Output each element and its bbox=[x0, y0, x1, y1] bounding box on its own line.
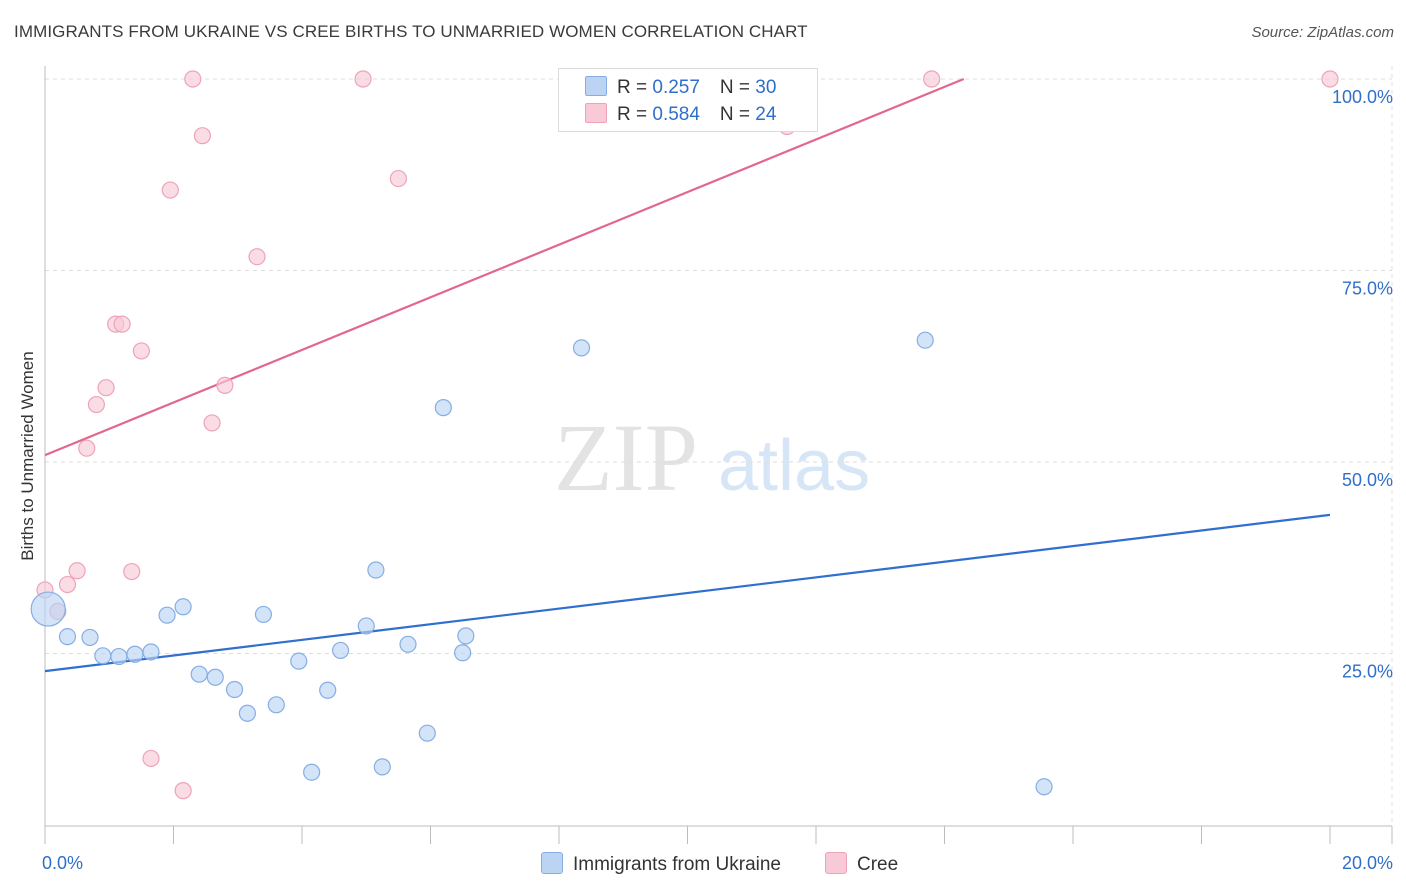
cree-point bbox=[87, 395, 106, 414]
cree-point bbox=[216, 376, 234, 394]
ukraine-point bbox=[331, 641, 350, 660]
cree-point bbox=[161, 181, 179, 199]
tick-labels: 25.0% 50.0% 75.0% 100.0% 0.0% 20.0% bbox=[42, 87, 1393, 873]
ukraine-point bbox=[418, 724, 436, 742]
ukraine-point bbox=[58, 628, 77, 646]
ukraine-point bbox=[206, 668, 224, 686]
watermark-atlas: atlas bbox=[718, 426, 870, 506]
ukraine-point bbox=[319, 681, 337, 699]
stats-legend-row-cree: R = 0.584 N = 24 bbox=[585, 103, 776, 126]
cree-point bbox=[248, 248, 266, 266]
ukraine-point bbox=[290, 652, 308, 670]
ukraine-point bbox=[254, 605, 273, 624]
ukraine-point bbox=[434, 399, 452, 417]
ukraine-point bbox=[572, 339, 591, 357]
ukraine-swatch-icon bbox=[541, 852, 563, 874]
watermark-zip: ZIP bbox=[554, 404, 698, 511]
chart-title: IMMIGRANTS FROM UKRAINE VS CREE BIRTHS T… bbox=[14, 22, 808, 41]
ukraine-point bbox=[367, 561, 385, 579]
n-label: N = bbox=[719, 104, 756, 125]
stats-legend-row-ukraine: R = 0.257 N = 30 bbox=[585, 76, 776, 99]
cree-point bbox=[354, 70, 372, 88]
cree-point bbox=[97, 379, 115, 397]
watermark: ZIP atlas bbox=[554, 404, 870, 511]
ukraine-point bbox=[1035, 778, 1053, 796]
grid-lines bbox=[45, 66, 1393, 826]
r-value: 0.584 bbox=[652, 104, 700, 125]
cree-point bbox=[923, 70, 941, 88]
ukraine-point bbox=[225, 680, 244, 699]
n-value: 24 bbox=[755, 104, 777, 125]
legend-item-cree[interactable]: Cree bbox=[825, 852, 898, 876]
legend-label: Immigrants from Ukraine bbox=[573, 854, 781, 875]
y-tick-label: 25.0% bbox=[1342, 662, 1393, 682]
cree-point bbox=[78, 439, 96, 457]
cree-trend-line bbox=[44, 77, 965, 457]
y-tick-label: 75.0% bbox=[1342, 279, 1393, 299]
ukraine-point bbox=[457, 627, 475, 645]
ukraine-point bbox=[267, 696, 285, 714]
ukraine-point bbox=[94, 647, 112, 665]
cree-swatch-icon bbox=[825, 852, 847, 874]
cree-point bbox=[142, 749, 160, 768]
cree-point bbox=[68, 562, 86, 580]
ukraine-point bbox=[126, 645, 144, 663]
ukraine-point bbox=[190, 665, 208, 683]
cree-point bbox=[193, 127, 212, 145]
data-points bbox=[30, 70, 1339, 800]
r-label: R = bbox=[617, 77, 653, 98]
r-value: 0.257 bbox=[652, 77, 700, 98]
y-tick-label: 100.0% bbox=[1332, 87, 1393, 107]
cree-point bbox=[184, 70, 202, 88]
cree-point bbox=[389, 169, 407, 188]
ukraine-point bbox=[142, 643, 160, 661]
ukraine-swatch-icon bbox=[585, 76, 607, 96]
legend-item-ukraine[interactable]: Immigrants from Ukraine bbox=[541, 852, 781, 876]
cree-point bbox=[58, 575, 77, 594]
stats-legend: R = 0.257 N = 30 R = 0.584 N = 24 bbox=[558, 68, 818, 132]
cree-point bbox=[113, 315, 131, 333]
ukraine-point bbox=[357, 617, 375, 635]
ukraine-point bbox=[30, 591, 66, 627]
x-tick-label: 20.0% bbox=[1342, 853, 1393, 873]
cree-swatch-icon bbox=[585, 103, 607, 123]
x-tick-label: 0.0% bbox=[42, 853, 83, 873]
ukraine-point bbox=[399, 635, 417, 653]
ukraine-point bbox=[916, 331, 934, 349]
ukraine-point bbox=[81, 628, 99, 647]
source-label: Source: ZipAtlas.com bbox=[1251, 24, 1394, 41]
n-value: 30 bbox=[755, 77, 777, 98]
ukraine-point bbox=[174, 598, 192, 616]
cree-point bbox=[203, 414, 221, 432]
n-label: N = bbox=[719, 77, 756, 98]
ukraine-point bbox=[158, 606, 176, 624]
ukraine-point bbox=[454, 644, 472, 662]
y-tick-label: 50.0% bbox=[1342, 470, 1393, 490]
cree-point bbox=[132, 342, 150, 360]
cree-point bbox=[123, 562, 141, 581]
ukraine-point bbox=[238, 704, 256, 722]
ukraine-point bbox=[303, 763, 321, 781]
ukraine-point bbox=[373, 758, 391, 776]
axes bbox=[44, 66, 1393, 844]
ukraine-trend-line bbox=[44, 513, 1331, 673]
legend-label: Cree bbox=[857, 854, 899, 875]
trend-lines bbox=[44, 77, 1331, 673]
ukraine-point bbox=[110, 647, 128, 666]
r-label: R = bbox=[617, 104, 653, 125]
cree-point bbox=[174, 782, 192, 800]
cree-point bbox=[1321, 70, 1339, 88]
